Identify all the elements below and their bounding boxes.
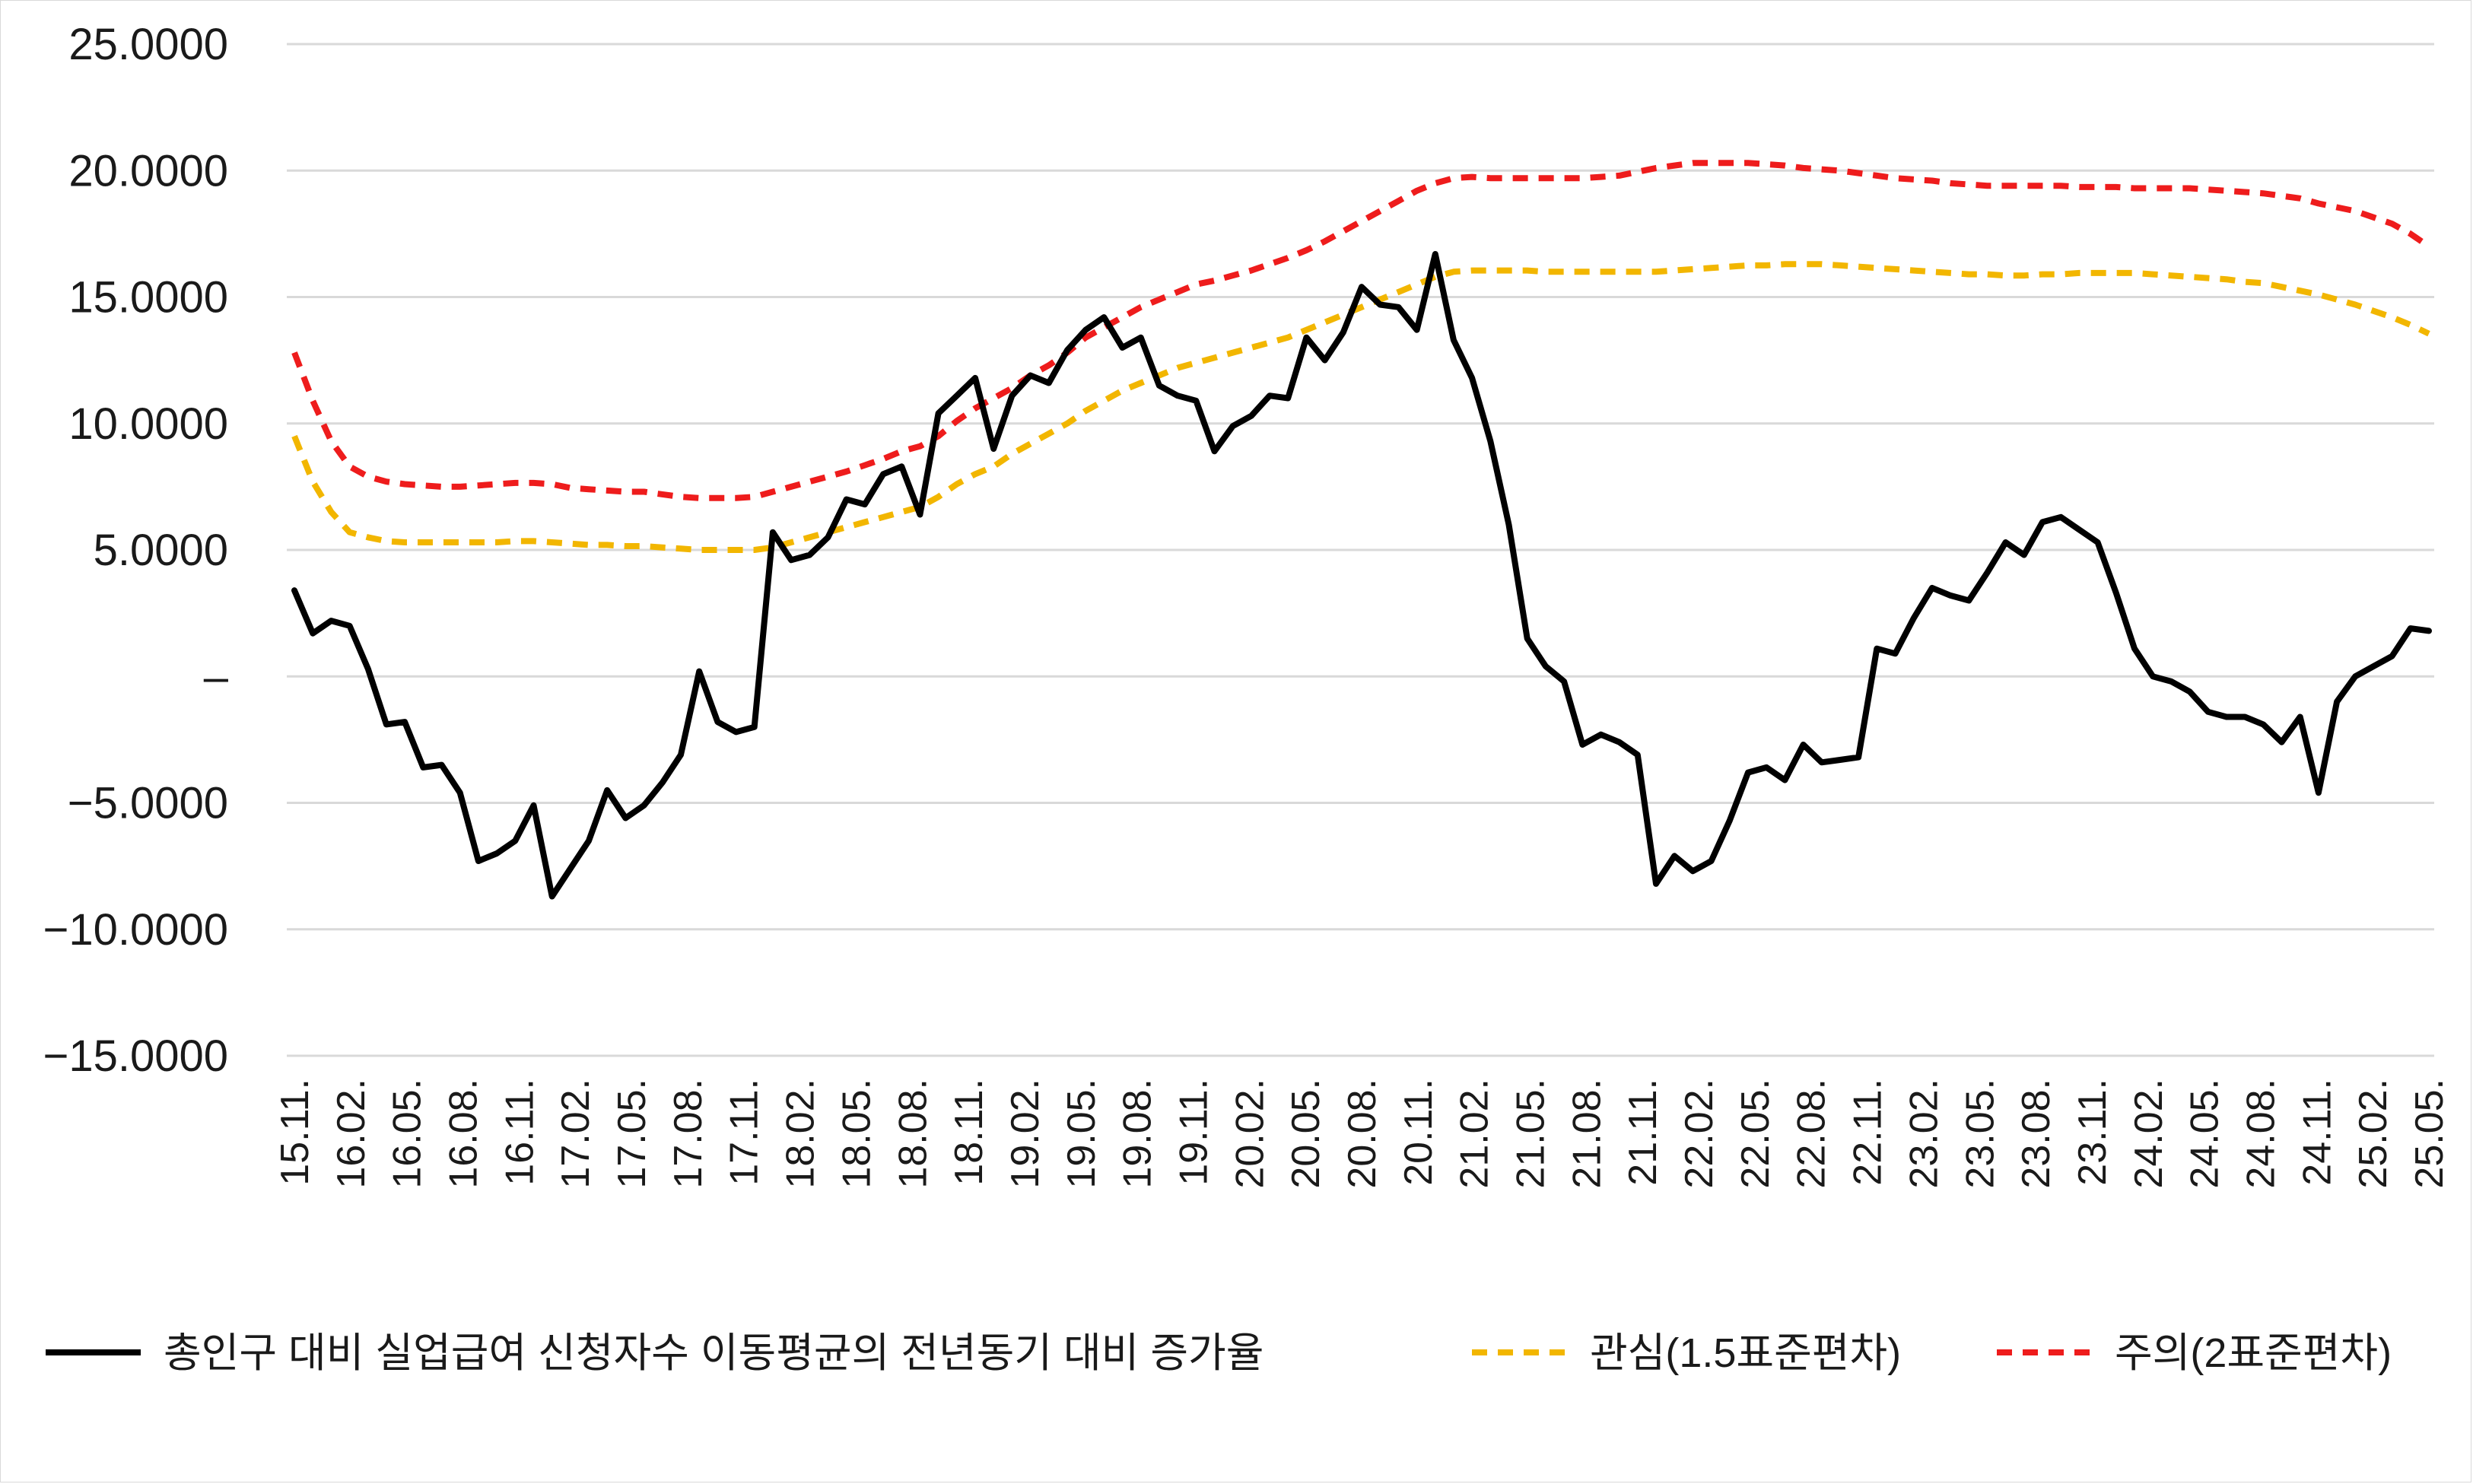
x-tick-label: 16.02.: [329, 1079, 373, 1189]
y-tick-label: −15.0000: [43, 1031, 228, 1081]
x-tick-label: 20.05.: [1284, 1079, 1328, 1189]
x-tick-label: 23.02.: [1902, 1079, 1946, 1189]
x-tick-label: 23.08.: [2014, 1079, 2058, 1189]
x-tick-label: 25.05.: [2408, 1079, 2452, 1189]
x-tick-label: 24.08.: [2239, 1079, 2283, 1189]
legend: 총인구 대비 실업급여 신청자수 이동평균의 전년동기 대비 증가율 관심(1.5…: [46, 1330, 2392, 1376]
x-tick-label: 23.11.: [2071, 1079, 2115, 1186]
x-tick-label: 19.11.: [1171, 1079, 1216, 1186]
y-axis-tick-labels: 25.0000 20.0000 15.0000 10.0000 5.0000 – −5.00…: [43, 20, 228, 1081]
x-tick-label: 18.11.: [947, 1079, 991, 1186]
y-tick-label: −10.0000: [43, 905, 228, 955]
series-line-1: [291, 261, 2430, 553]
x-tick-label: 22.11.: [1846, 1079, 1890, 1186]
x-tick-label: 22.08.: [1790, 1079, 1834, 1189]
x-tick-label: 19.08.: [1116, 1079, 1160, 1189]
x-tick-label: 21.02.: [1453, 1079, 1497, 1189]
x-tick-label: 23.05.: [1958, 1079, 2002, 1189]
y-tick-label: 5.0000: [94, 526, 228, 575]
y-tick-label: −5.0000: [68, 779, 228, 828]
y-tick-label: 20.0000: [68, 146, 228, 195]
y-tick-label: 10.0000: [68, 399, 228, 449]
series-line-2: [291, 160, 2431, 501]
y-tick-label: –: [204, 652, 229, 701]
legend-label-0: 총인구 대비 실업급여 신청자수 이동평균의 전년동기 대비 증가율: [164, 1330, 1264, 1376]
x-tick-label: 16.11.: [497, 1079, 542, 1186]
x-tick-label: 24.05.: [2183, 1079, 2227, 1189]
legend-label-1: 관심(1.5표준편차): [1590, 1330, 1901, 1376]
x-tick-label: 22.02.: [1677, 1079, 1721, 1189]
x-tick-label: 18.05.: [834, 1079, 879, 1189]
x-tick-label: 24.02.: [2127, 1079, 2171, 1189]
x-tick-label: 17.08.: [666, 1079, 710, 1189]
x-tick-label: 25.02.: [2351, 1079, 2395, 1189]
x-tick-label: 15.11.: [273, 1079, 317, 1186]
legend-label-2: 주의(2표준편차): [2115, 1330, 2392, 1376]
x-tick-label: 16.08.: [442, 1079, 486, 1189]
x-tick-label: 18.02.: [779, 1079, 823, 1189]
x-tick-label: 20.02.: [1228, 1079, 1272, 1189]
x-axis-tick-labels: 15.11. 16.02. 16.05. 16.08. 16.11. 17.02. 17.0…: [273, 1079, 2452, 1189]
x-tick-label: 17.05.: [610, 1079, 654, 1189]
x-tick-label: 19.05.: [1060, 1079, 1104, 1189]
x-tick-label: 21.11.: [1621, 1079, 1665, 1186]
x-tick-label: 21.08.: [1565, 1079, 1609, 1189]
x-tick-label: 22.05.: [1734, 1079, 1778, 1189]
y-tick-label: 25.0000: [68, 20, 228, 69]
series-layer: [291, 160, 2432, 900]
x-tick-label: 21.05.: [1509, 1079, 1553, 1189]
x-tick-label: 16.05.: [386, 1079, 430, 1189]
x-tick-label: 17.11.: [723, 1079, 767, 1186]
x-tick-label: 17.02.: [554, 1079, 598, 1189]
x-tick-label: 19.02.: [1003, 1079, 1047, 1189]
x-tick-label: 20.11.: [1397, 1079, 1441, 1186]
x-tick-label: 24.11.: [2295, 1079, 2339, 1186]
gridlines: [287, 43, 2434, 1057]
x-tick-label: 18.08.: [891, 1079, 935, 1189]
x-tick-label: 20.08.: [1340, 1079, 1384, 1189]
series-line-0: [291, 251, 2432, 900]
y-tick-label: 15.0000: [68, 273, 228, 323]
